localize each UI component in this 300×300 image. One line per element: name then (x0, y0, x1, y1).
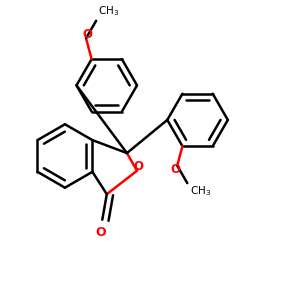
Text: O: O (82, 28, 92, 41)
Text: O: O (171, 163, 181, 176)
Text: O: O (95, 226, 106, 239)
Text: O: O (134, 160, 143, 173)
Text: CH$_3$: CH$_3$ (98, 5, 119, 19)
Text: CH$_3$: CH$_3$ (190, 184, 211, 198)
